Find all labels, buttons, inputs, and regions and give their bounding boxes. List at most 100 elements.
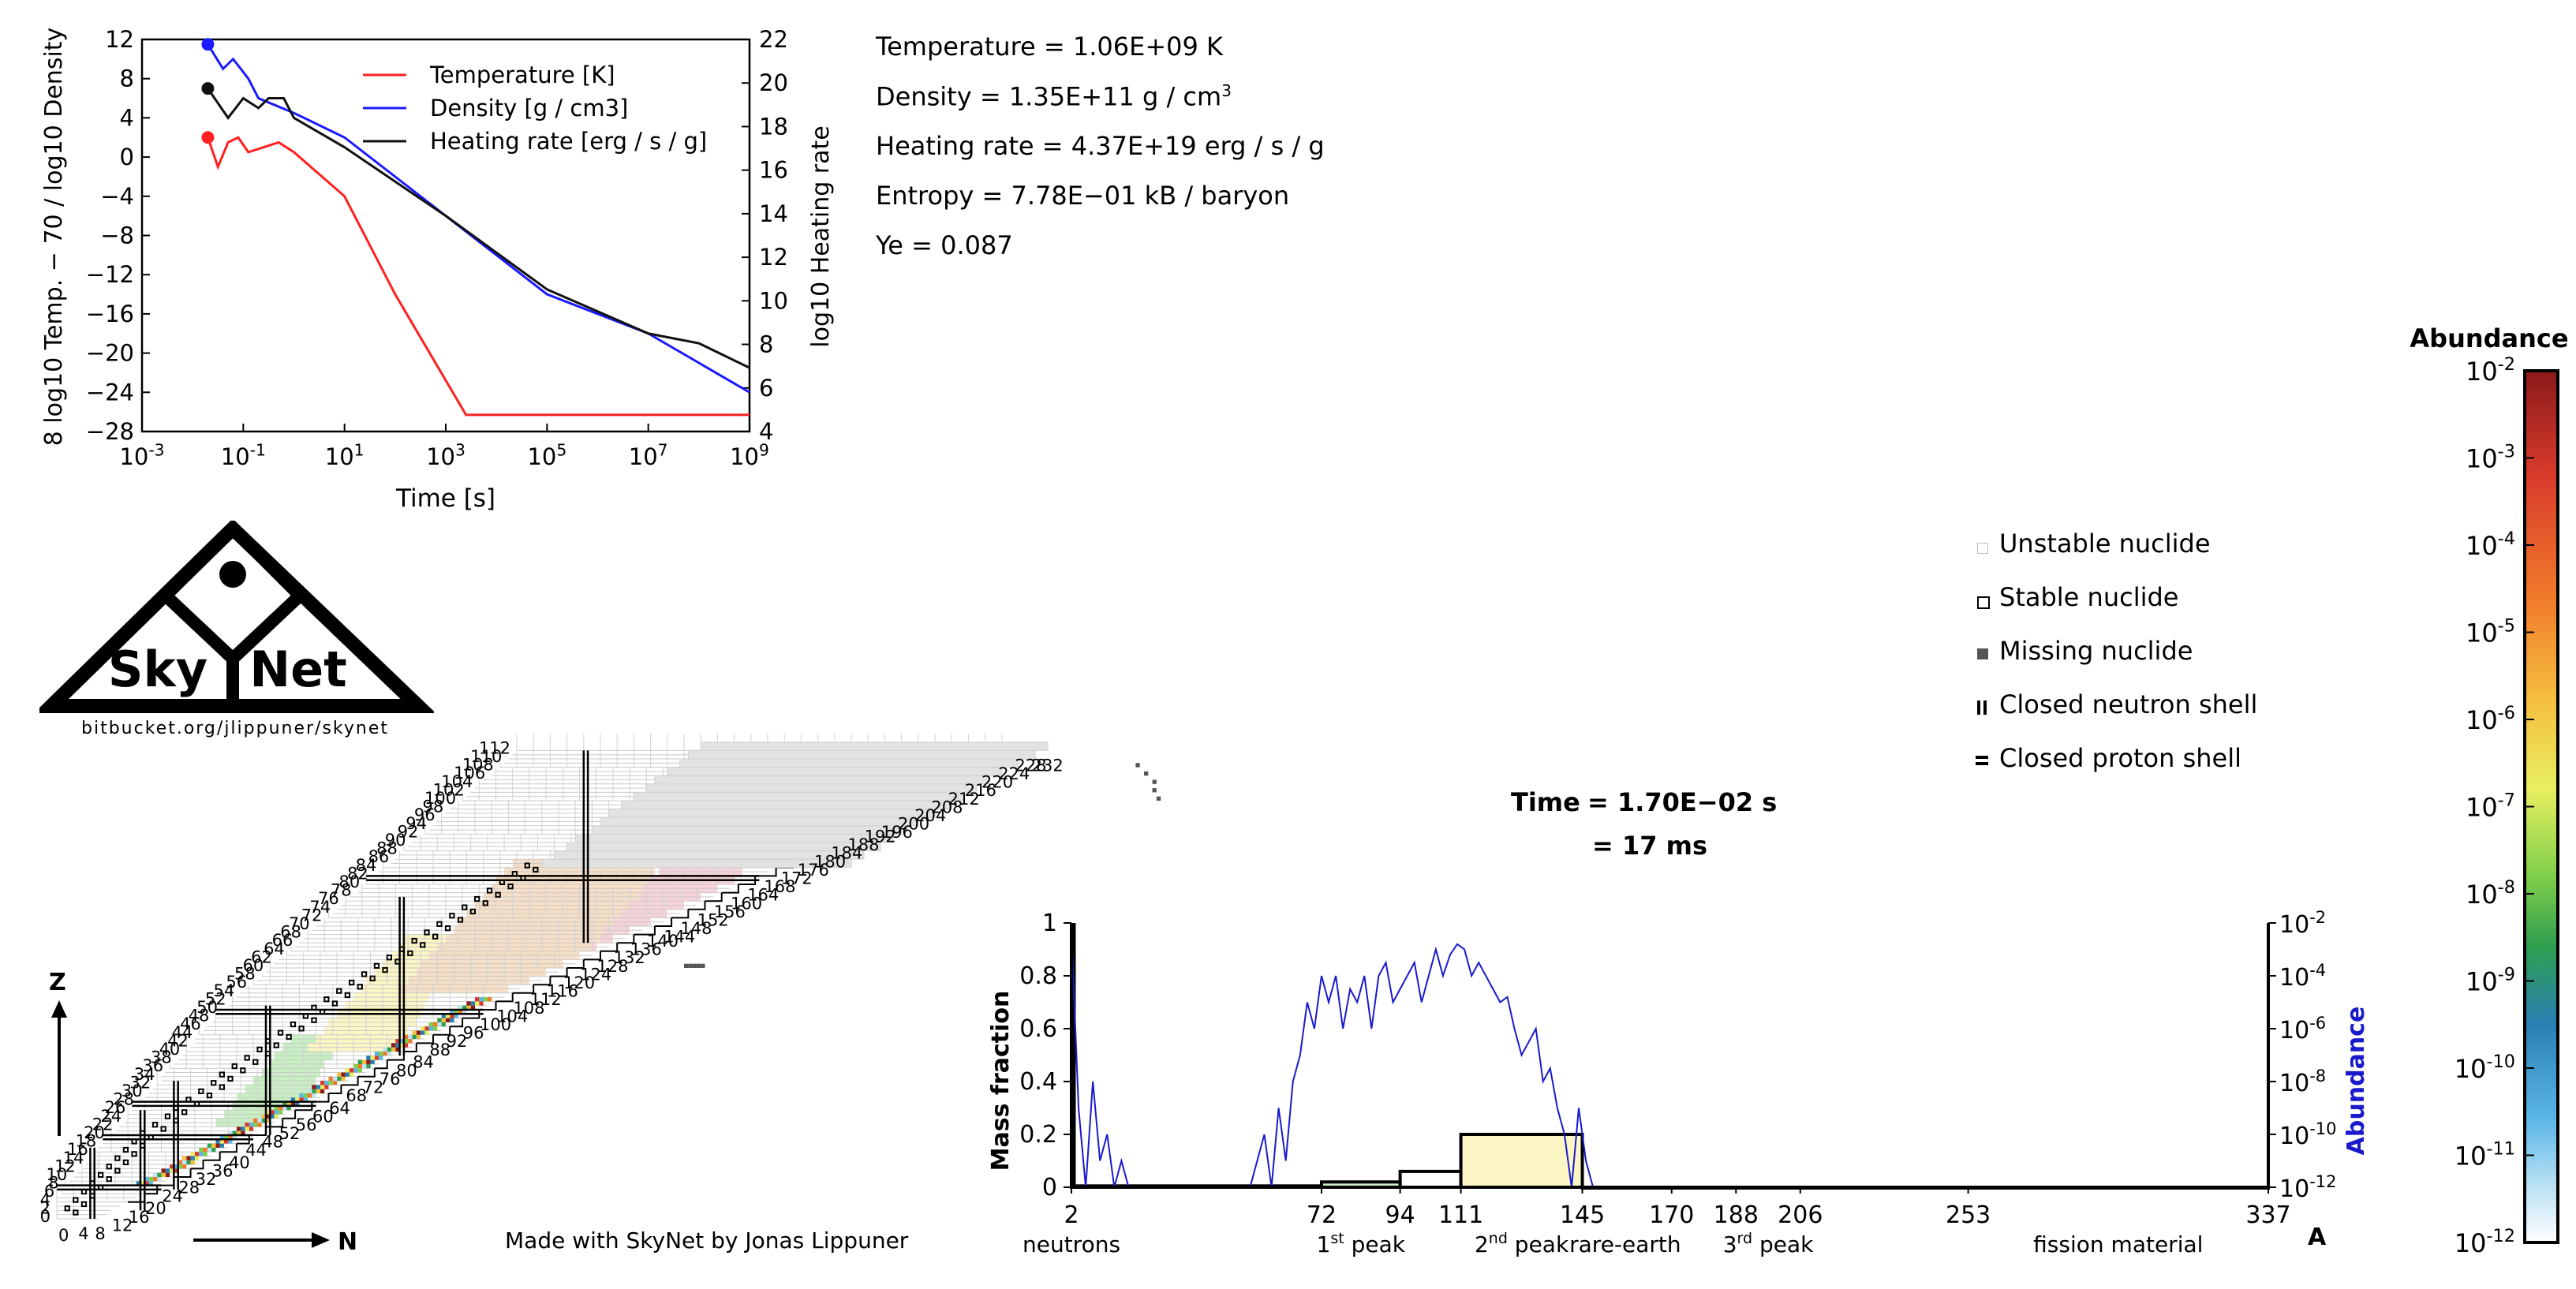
n-label: 184 [831, 844, 862, 863]
stable-nuclide [206, 1093, 213, 1099]
drip-line [634, 926, 656, 936]
abundance-cell [253, 1123, 258, 1127]
n-label: 44 [245, 1141, 267, 1160]
stable-nuclide [106, 1176, 112, 1183]
stable-nuclide [298, 1026, 305, 1032]
z-label: 8 [48, 1174, 58, 1193]
n-label: 132 [614, 948, 645, 967]
mf-ylabel-right: Abundance [2342, 1007, 2351, 1156]
abundance-cell [441, 1018, 446, 1022]
thermo-ytick-right-label: 12 [759, 244, 788, 271]
logo-url: bitbucket.org/jlippuner/skynet [81, 719, 389, 738]
abundance-cell [337, 1072, 342, 1077]
z-label: 10 [46, 1165, 67, 1184]
abundance-cell [324, 1081, 329, 1085]
mf-xtick-label: 337 [2245, 1201, 2290, 1229]
mf-ytick-right-label: 10-10 [2279, 1119, 2337, 1150]
n-label: 76 [379, 1070, 401, 1089]
abundance-cell [379, 1052, 383, 1056]
drip-line [688, 901, 706, 910]
colorbar-tick-label: 10-12 [2454, 1226, 2515, 1258]
abundance-cell [357, 1063, 362, 1069]
drip-line [512, 984, 535, 994]
n-axis-arrowhead [312, 1232, 330, 1248]
stable-nuclide [73, 1197, 79, 1203]
abundance-cell [190, 1152, 195, 1156]
drip-line [705, 892, 723, 902]
stable-nuclide [444, 925, 451, 932]
abundance-cell [148, 1177, 153, 1182]
state-heating: Heating rate = 4.37E+19 erg / s / g [876, 131, 1325, 161]
skynet-logo: Sky Net bitbucket.org/jlippuner/skynet [39, 521, 434, 738]
abundance-cell [140, 1181, 145, 1186]
abundance-cell [466, 1005, 471, 1010]
abundance-cell [412, 1034, 417, 1040]
stable-nuclide [131, 1151, 137, 1157]
abundance-cell [228, 1130, 233, 1135]
drip-line [282, 1110, 297, 1119]
mf-ytick-label: 0.6 [1019, 1015, 1057, 1043]
abundance-cell [266, 1114, 271, 1119]
abundance-cell [350, 1072, 354, 1077]
abundance-cell [441, 1014, 446, 1018]
legend-proton-shell: Closed proton shell [1999, 743, 2241, 773]
abundance-cell [337, 1076, 342, 1082]
colorbar-tick-label: 10-6 [2466, 703, 2515, 735]
z-label: 12 [54, 1156, 76, 1175]
z-label: 68 [280, 923, 301, 942]
state-ye: Ye = 0.087 [876, 230, 1013, 260]
thermo-line-temperature [206, 136, 750, 417]
abundance-cell [374, 1052, 379, 1056]
z-label: 82 [347, 864, 368, 883]
abundance-colorbar: Abundance 10-2 10-3 10-4 10-5 10-6 10-7 10-8 10… [2410, 323, 2568, 1258]
abundance-cell [144, 1181, 149, 1186]
stable-nuclide [290, 1021, 297, 1028]
n-label: 116 [547, 982, 578, 1001]
drip-line [174, 1168, 192, 1178]
abundance-cell [215, 1139, 220, 1144]
n-label: 160 [731, 894, 762, 913]
abundance-cell [299, 1097, 304, 1102]
mass-fraction-bar [1398, 1169, 1463, 1189]
n-label: 96 [463, 1024, 484, 1043]
abundance-cell [462, 1010, 467, 1014]
mass-fraction-bar [1459, 1133, 1584, 1189]
z-label: 110 [470, 747, 502, 766]
unknown-region-band [608, 809, 936, 818]
thermo-ytick-right-label: 20 [759, 69, 788, 96]
abundance-cell [232, 1130, 237, 1135]
stable-nuclide [449, 913, 455, 919]
abundance-cell [178, 1160, 182, 1165]
abundance-cell [303, 1093, 308, 1098]
stable-nuclide [114, 1168, 121, 1174]
abundance-cell [395, 1047, 400, 1052]
abundance-cell [174, 1164, 178, 1169]
neutron-shell-icon [1977, 701, 1980, 715]
stable-nuclide [122, 1146, 129, 1153]
n-label: 216 [965, 781, 996, 800]
abundance-cell [241, 1126, 245, 1131]
stable-nuclide [432, 933, 439, 940]
abundance-cell [152, 1172, 158, 1177]
abundance-cell [387, 1047, 391, 1052]
z-label: 36 [142, 1056, 163, 1075]
abundance-cell [403, 1034, 409, 1040]
abundance-cell [416, 1034, 421, 1040]
missing-nuclide [684, 963, 689, 968]
abundance-cell [361, 1063, 367, 1069]
abundance-cell [408, 1034, 413, 1040]
abundance-cell [148, 1181, 153, 1186]
abundance-cell [424, 1030, 429, 1035]
drip-line [266, 1118, 284, 1128]
abundance-cell [353, 1068, 358, 1073]
mf-xtick-label: 111 [1438, 1201, 1483, 1229]
thermo-ytick-label: −20 [86, 340, 134, 367]
z-axis-arrowhead [51, 1000, 67, 1018]
colorbar-tick-label: 10-9 [2466, 965, 2515, 997]
state-temperature: Temperature = 1.06E+09 K [876, 32, 1224, 62]
mf-ytick-right-label: 10-2 [2279, 908, 2326, 939]
thermo-ylabel-left: 8 log10 Temp. − 70 / log10 Density [40, 28, 68, 446]
z-label: 104 [441, 772, 473, 791]
drip-line [295, 1101, 313, 1112]
abundance-cell [458, 1010, 463, 1014]
